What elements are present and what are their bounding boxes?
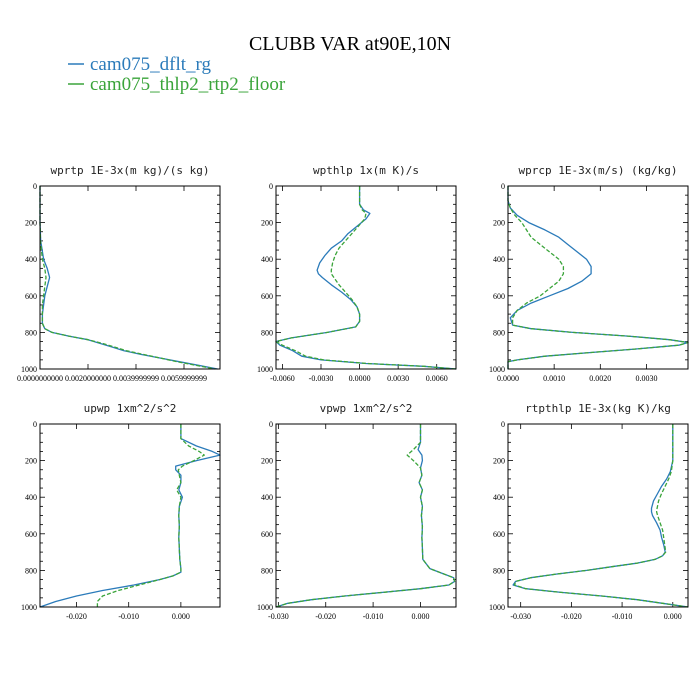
y-tick-label: 200: [493, 219, 505, 228]
series-line-1: [512, 424, 689, 608]
x-tick-label: 0.0059999999: [161, 374, 207, 383]
x-tick-label: -0.0030: [309, 374, 334, 383]
y-tick-label: 600: [493, 530, 505, 539]
x-tick-label: 0.0000: [497, 374, 519, 383]
plot-frame: [39, 185, 221, 370]
y-tick-label: 400: [261, 255, 273, 264]
panel-6: rtpthlp 1E-3x(kg K)/kg02004006008001000-…: [489, 402, 689, 621]
legend-item-2: cam075_thlp2_rtp2_floor: [68, 74, 286, 95]
y-tick-label: 800: [493, 566, 505, 575]
series-line-2: [513, 424, 689, 608]
legend-item-1: cam075_dflt_rg: [68, 54, 212, 75]
panel-4: upwp 1xm^2/s^2 0 200 400 600 800 1000 -0.020 -0.…: [21, 402, 221, 621]
panel-5: vpwp 1xm^2/s^2 0 200 400 600 800 1000-0.030 -0.…: [257, 402, 457, 621]
panel-title: upwp 1xm^2/s^2: [84, 402, 177, 415]
x-tick-label: -0.0060: [270, 374, 295, 383]
x-tick-label: -0.010: [612, 612, 633, 621]
y-tick-label: 400: [493, 493, 505, 502]
series-line-2: [39, 186, 216, 370]
x-tick-label: 0.000: [664, 612, 682, 621]
y-tick-label: 200: [261, 457, 273, 466]
panel-2: wpthlp 1x(m K)/s 0 200 400 600 800 1000-0.0060…: [257, 164, 457, 383]
legend-label-1: cam075_dflt_rg: [90, 54, 212, 75]
y-tick-label: 0: [501, 182, 505, 191]
y-tick-label: 0: [33, 182, 37, 191]
legend: cam075_dflt_rg cam075_thlp2_rtp2_floor: [68, 54, 286, 95]
y-tick-label: 200: [261, 219, 273, 228]
x-tick-label: 0.0030: [635, 374, 657, 383]
legend-label-2: cam075_thlp2_rtp2_floor: [90, 74, 286, 95]
panel-3: wprcp 1E-3x(m/s) (kg/kg) 0 200 400 600 800 100…: [489, 164, 689, 383]
x-tick-label: -0.020: [66, 612, 87, 621]
y-tick-label: 800: [493, 328, 505, 337]
y-tick-label: 1000: [257, 603, 273, 612]
x-tick-label: 0.0020000000: [65, 374, 111, 383]
y-tick-label: 800: [261, 328, 273, 337]
panel-title: vpwp 1xm^2/s^2: [320, 402, 413, 415]
y-tick-label: 400: [25, 255, 37, 264]
x-tick-label: 0.0020: [589, 374, 611, 383]
x-tick-label: -0.030: [510, 612, 531, 621]
y-tick-label: 200: [25, 219, 37, 228]
y-tick-label: 1000: [489, 365, 505, 374]
y-tick-label: 600: [493, 292, 505, 301]
y-tick-label: 600: [25, 530, 37, 539]
series-line-2: [96, 424, 205, 607]
x-tick-label: 0.0010: [543, 374, 565, 383]
x-tick-label: 0.0039999999: [113, 374, 159, 383]
series-line-1: [39, 186, 218, 370]
y-tick-label: 600: [261, 292, 273, 301]
y-tick-label: 600: [25, 292, 37, 301]
plot-frame: [275, 185, 457, 370]
x-tick-label: -0.030: [268, 612, 289, 621]
y-tick-label: 1000: [21, 365, 37, 374]
plot-frame: [275, 423, 457, 608]
series-line-1: [39, 424, 221, 608]
x-tick-label: -0.010: [363, 612, 384, 621]
y-tick-label: 800: [25, 328, 37, 337]
y-tick-label: 400: [25, 493, 37, 502]
y-tick-label: 800: [25, 566, 37, 575]
series-line-2: [275, 186, 457, 370]
series-line-2: [275, 424, 456, 608]
plot-frame: [507, 423, 689, 608]
x-tick-label: 0.0030: [387, 374, 409, 383]
panel-title: wpthlp 1x(m K)/s: [313, 164, 419, 177]
y-tick-label: 0: [269, 182, 273, 191]
x-tick-label: 0.000: [411, 612, 429, 621]
y-tick-label: 1000: [489, 603, 505, 612]
x-tick-label: -0.020: [561, 612, 582, 621]
y-tick-label: 400: [493, 255, 505, 264]
x-tick-label: -0.020: [315, 612, 336, 621]
panel-title: wprcp 1E-3x(m/s) (kg/kg): [519, 164, 678, 177]
y-tick-label: 0: [501, 420, 505, 429]
panel-title: wprtp 1E-3x(m kg)/(s kg): [51, 164, 210, 177]
panel-title: rtpthlp 1E-3x(kg K)/kg: [525, 402, 671, 415]
figure-title: CLUBB VAR at90E,10N: [249, 33, 451, 55]
series-line-1: [275, 186, 457, 370]
y-tick-label: 0: [269, 420, 273, 429]
y-tick-label: 200: [25, 457, 37, 466]
y-tick-label: 400: [261, 493, 273, 502]
y-tick-label: 0: [33, 420, 37, 429]
y-tick-label: 1000: [257, 365, 273, 374]
x-tick-label: -0.010: [118, 612, 139, 621]
y-tick-label: 800: [261, 566, 273, 575]
plot-frame: [507, 185, 689, 370]
x-tick-label: 0.000: [172, 612, 190, 621]
y-tick-label: 1000: [21, 603, 37, 612]
series-line-1: [275, 424, 456, 608]
x-tick-label: 0.0060: [426, 374, 448, 383]
panel-1: wprtp 1E-3x(m kg)/(s kg) 0 200 400 600 800 100…: [17, 164, 221, 383]
panels: wprtp 1E-3x(m kg)/(s kg) 0 200 400 600 800 100…: [17, 164, 689, 621]
y-tick-label: 200: [493, 457, 505, 466]
series-line-1: [507, 186, 689, 369]
series-line-2: [507, 186, 689, 369]
y-tick-label: 600: [261, 530, 273, 539]
x-tick-label: 0.0000000000: [17, 374, 63, 383]
plot-frame: [39, 423, 221, 608]
x-tick-label: 0.0000: [349, 374, 371, 383]
